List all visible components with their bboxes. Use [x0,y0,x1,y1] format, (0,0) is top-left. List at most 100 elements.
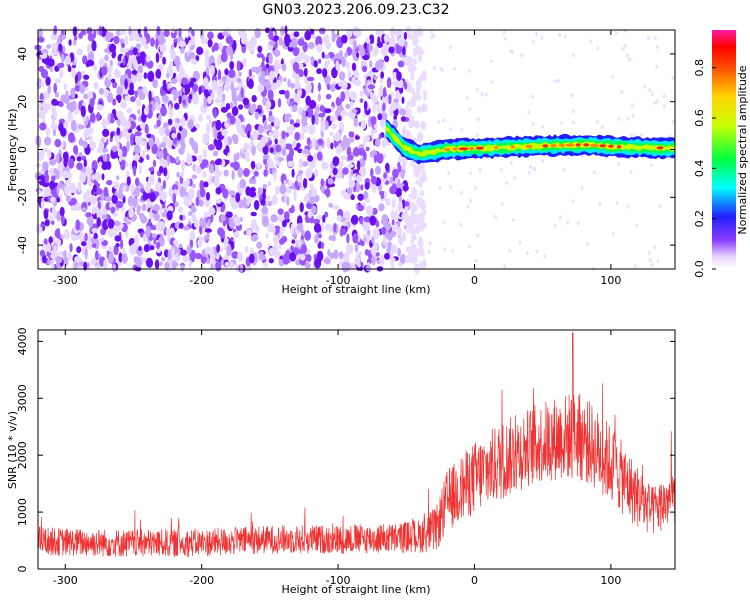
noise-blob [346,233,350,244]
noise-blob [261,215,269,227]
noise-blob [120,239,124,250]
noise-blob [421,226,424,231]
noise-blob [158,126,166,136]
noise-blob [380,44,388,57]
noise-blob [400,116,406,122]
noise-blob [337,115,342,122]
noise-blob [294,180,299,189]
noise-blob [168,187,173,197]
noise-blob [130,75,137,84]
noise-blob [43,238,48,246]
noise-blob [328,202,333,208]
noise-blob [106,180,113,186]
noise-blob [360,120,367,130]
noise-blob [229,61,235,70]
noise-blob [331,234,336,242]
noise-blob [369,215,377,226]
noise-blob [237,251,244,263]
noise-blob [186,244,192,255]
noise-blob [374,165,382,175]
noise-blob [460,127,464,132]
noise-blob [53,82,57,94]
noise-blob [449,45,452,50]
noise-blob [95,187,103,195]
noise-blob [410,228,417,236]
noise-blob [296,89,302,98]
noise-blob [299,202,304,213]
noise-blob [335,145,343,155]
noise-blob [383,191,388,202]
noise-blob [166,210,173,221]
noise-blob [554,79,557,84]
signal-hotspot [475,146,484,150]
noise-blob [404,205,409,215]
signal-hotspot [443,147,451,152]
noise-blob [50,34,58,40]
noise-blob [235,117,242,128]
noise-blob [74,74,78,84]
noise-blob [284,33,291,45]
noise-blob [243,142,250,151]
noise-blob [203,181,209,188]
noise-blob [284,89,290,100]
noise-blob [358,250,362,257]
noise-blob [74,85,81,92]
noise-blob [469,171,472,176]
noise-blob [577,221,580,226]
noise-blob [199,161,206,170]
noise-blob [553,223,557,228]
noise-blob [292,47,300,57]
noise-blob [338,71,346,81]
noise-blob [404,56,412,66]
noise-blob [197,239,203,248]
noise-blob [188,39,192,48]
noise-blob [383,172,387,179]
chart-title: GN03.2023.206.09.23.C32 [263,2,450,18]
noise-blob [49,66,53,73]
noise-blob [301,116,307,127]
noise-blob [225,45,233,56]
noise-blob [423,94,427,101]
noise-blob [373,128,378,134]
noise-blob [372,183,377,194]
noise-blob [308,199,315,204]
noise-blob [83,261,88,271]
noise-blob [476,117,480,122]
noise-blob [91,40,97,52]
noise-blob [306,82,312,93]
noise-blob [324,211,329,218]
noise-blob [359,157,366,168]
noise-blob [503,264,506,269]
noise-blob [624,43,627,48]
noise-blob [119,48,127,53]
noise-blob [78,32,83,39]
noise-blob [202,170,207,178]
noise-blob [535,31,538,36]
noise-blob [229,115,236,125]
noise-blob [527,170,531,175]
noise-blob [407,86,412,93]
noise-blob [95,250,99,261]
noise-blob [324,223,331,231]
noise-blob [662,94,666,99]
noise-blob [114,235,122,242]
noise-blob [58,101,64,107]
noise-blob [285,186,293,194]
noise-blob [380,226,387,235]
noise-blob [413,58,418,65]
noise-blob [208,207,216,216]
noise-blob [158,220,166,232]
signal-hotspot [542,144,549,148]
noise-blob [319,105,325,112]
noise-blob [351,108,358,114]
noise-blob [124,78,128,90]
noise-blob [467,69,471,73]
noise-blob [199,187,206,198]
noise-blob [143,106,149,116]
noise-blob [112,145,118,153]
noise-blob [273,49,281,57]
noise-blob [242,57,247,66]
spectrogram-x-axis-label: Height of straight line (km) [281,283,430,296]
noise-blob [273,35,279,41]
noise-blob [46,44,52,49]
